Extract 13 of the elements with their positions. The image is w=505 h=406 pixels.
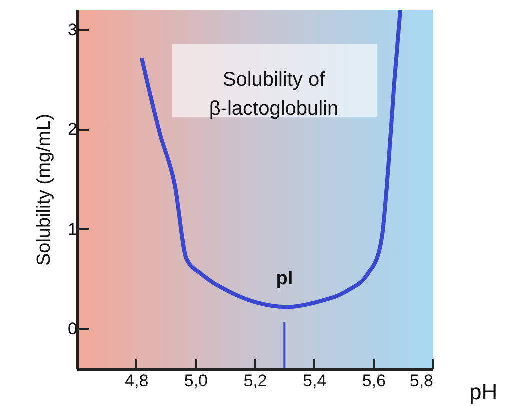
text: Solubility of β-lactoglobulin xyxy=(209,69,339,120)
x-axis-title: pH xyxy=(470,380,498,404)
x-tick-label: 5,2 xyxy=(244,372,268,390)
y-tick-label: 2 xyxy=(68,120,78,140)
ref-line-label: pI xyxy=(276,268,294,290)
line-series xyxy=(140,10,402,310)
x-tick-label: 5,8 xyxy=(410,372,434,390)
x-tick-label: 5,4 xyxy=(303,372,327,390)
y-axis-title: Solubility (mg/mL) xyxy=(34,114,56,266)
x-tick-label: 5,0 xyxy=(184,372,208,390)
y-tick-label: 1 xyxy=(68,220,78,239)
x-tick-label: 5,6 xyxy=(362,372,386,390)
x-tick-label: 4,8 xyxy=(125,372,149,390)
